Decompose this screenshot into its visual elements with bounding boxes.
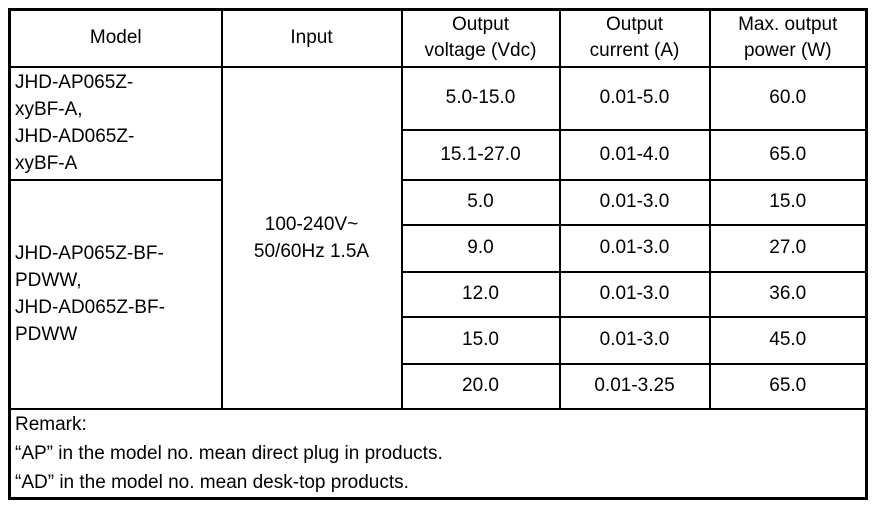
output-current-cell: 0.01-4.0 — [558, 128, 711, 181]
max-power-cell: 65.0 — [708, 128, 868, 181]
model-group-2-cell: JHD-AP065Z-BF- PDWW, JHD-AD065Z-BF- PDWW — [8, 178, 223, 410]
header-input: Input — [220, 8, 403, 68]
remark-row: Remark: “AP” in the model no. mean direc… — [8, 407, 868, 500]
table-row: 15.0 0.01-3.0 45.0 — [10, 315, 868, 365]
output-current-cell: 0.01-5.0 — [558, 65, 711, 131]
output-voltage-cell: 15.0 — [400, 315, 561, 365]
spec-table: Model Input Output voltage (Vdc) Output … — [8, 8, 868, 500]
model-group-1-cell: JHD-AP065Z- xyBF-A, JHD-AD065Z- xyBF-A — [8, 65, 223, 181]
header-max-output-power: Max. output power (W) — [708, 8, 868, 68]
output-current-cell: 0.01-3.0 — [558, 223, 711, 273]
header-model: Model — [8, 8, 223, 68]
output-voltage-cell: 5.0-15.0 — [400, 65, 561, 131]
table-row: 12.0 0.01-3.0 36.0 — [10, 270, 868, 318]
max-power-cell: 27.0 — [708, 223, 868, 273]
table-row: 20.0 0.01-3.25 65.0 — [10, 362, 868, 410]
max-power-cell: 65.0 — [708, 362, 868, 410]
output-current-cell: 0.01-3.0 — [558, 178, 711, 226]
max-power-cell: 60.0 — [708, 65, 868, 131]
header-row: Model Input Output voltage (Vdc) Output … — [8, 8, 868, 68]
max-power-cell: 15.0 — [708, 178, 868, 226]
table-row: 15.1-27.0 0.01-4.0 65.0 — [10, 128, 868, 181]
output-voltage-cell: 15.1-27.0 — [400, 128, 561, 181]
table-row: JHD-AP065Z- xyBF-A, JHD-AD065Z- xyBF-A 1… — [8, 65, 868, 410]
output-current-cell: 0.01-3.0 — [558, 270, 711, 318]
output-current-cell: 0.01-3.25 — [558, 362, 711, 410]
table-row: 9.0 0.01-3.0 27.0 — [10, 223, 868, 273]
output-voltage-cell: 20.0 — [400, 362, 561, 410]
input-cell: 100-240V~ 50/60Hz 1.5A — [220, 65, 403, 410]
max-power-cell: 36.0 — [708, 270, 868, 318]
header-output-current: Output current (A) — [558, 8, 711, 68]
header-output-voltage: Output voltage (Vdc) — [400, 8, 561, 68]
table-row: JHD-AP065Z-BF- PDWW, JHD-AD065Z-BF- PDWW… — [8, 178, 868, 410]
remark-text: Remark: “AP” in the model no. mean direc… — [8, 407, 868, 500]
output-voltage-cell: 5.0 — [400, 178, 561, 226]
output-current-cell: 0.01-3.0 — [558, 315, 711, 365]
output-voltage-cell: 9.0 — [400, 223, 561, 273]
output-voltage-cell: 12.0 — [400, 270, 561, 318]
max-power-cell: 45.0 — [708, 315, 868, 365]
